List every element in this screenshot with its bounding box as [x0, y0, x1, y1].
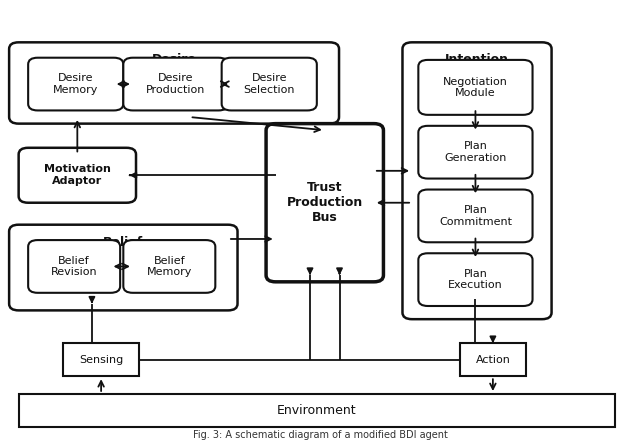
- Text: Trust
Production
Bus: Trust Production Bus: [287, 181, 363, 224]
- Text: Desire: Desire: [152, 53, 196, 66]
- FancyBboxPatch shape: [403, 42, 552, 319]
- FancyBboxPatch shape: [419, 60, 532, 115]
- Text: Plan
Commitment: Plan Commitment: [439, 205, 512, 227]
- Text: Plan
Execution: Plan Execution: [448, 269, 503, 291]
- Text: Action: Action: [476, 355, 510, 365]
- FancyBboxPatch shape: [124, 240, 215, 293]
- FancyBboxPatch shape: [28, 58, 124, 110]
- Text: Negotiation
Module: Negotiation Module: [443, 77, 508, 98]
- Text: Belief
Memory: Belief Memory: [147, 255, 192, 277]
- FancyBboxPatch shape: [419, 190, 532, 242]
- Text: Desire
Production: Desire Production: [146, 73, 205, 95]
- Text: Belief
Revision: Belief Revision: [51, 255, 97, 277]
- FancyBboxPatch shape: [221, 58, 317, 110]
- FancyBboxPatch shape: [19, 148, 136, 203]
- FancyBboxPatch shape: [124, 58, 228, 110]
- Text: Belief: Belief: [103, 236, 143, 249]
- FancyBboxPatch shape: [9, 225, 237, 311]
- Text: Sensing: Sensing: [79, 355, 124, 365]
- Text: Intention: Intention: [445, 53, 509, 66]
- Bar: [460, 344, 526, 376]
- Bar: [63, 344, 139, 376]
- Text: Environment: Environment: [277, 404, 356, 417]
- Text: Desire
Memory: Desire Memory: [53, 73, 99, 95]
- FancyBboxPatch shape: [266, 124, 383, 282]
- Text: Desire
Selection: Desire Selection: [243, 73, 295, 95]
- FancyBboxPatch shape: [9, 42, 339, 124]
- Text: Fig. 3: A schematic diagram of a modified BDI agent: Fig. 3: A schematic diagram of a modifie…: [193, 430, 447, 440]
- FancyBboxPatch shape: [419, 126, 532, 178]
- Text: Motivation
Adaptor: Motivation Adaptor: [44, 165, 111, 186]
- FancyBboxPatch shape: [28, 240, 120, 293]
- FancyBboxPatch shape: [419, 253, 532, 306]
- Bar: [19, 394, 615, 427]
- Text: Plan
Generation: Plan Generation: [444, 142, 507, 163]
